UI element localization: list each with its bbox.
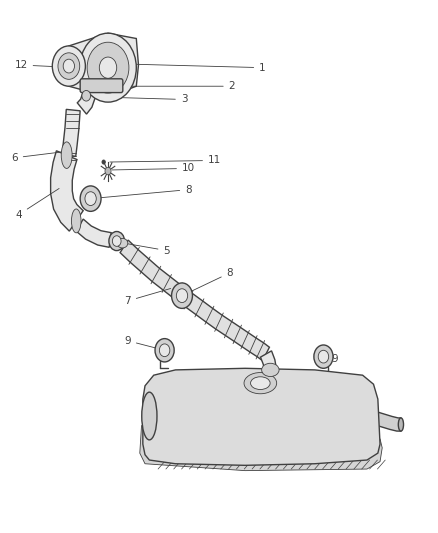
Circle shape [80, 33, 136, 102]
Ellipse shape [251, 377, 270, 390]
Text: 9: 9 [124, 336, 162, 350]
Text: 10: 10 [112, 164, 195, 173]
Polygon shape [140, 425, 382, 471]
Circle shape [102, 160, 106, 164]
Text: 8: 8 [93, 184, 192, 198]
Circle shape [85, 192, 96, 206]
Circle shape [159, 344, 170, 357]
Polygon shape [261, 351, 276, 372]
Polygon shape [120, 240, 269, 361]
Ellipse shape [261, 364, 279, 376]
Ellipse shape [244, 373, 277, 394]
Circle shape [177, 289, 187, 303]
Circle shape [314, 345, 333, 368]
Polygon shape [76, 219, 111, 247]
Text: 11: 11 [110, 156, 221, 165]
Text: 5: 5 [121, 243, 170, 256]
Text: 7: 7 [124, 288, 171, 306]
FancyBboxPatch shape [80, 79, 123, 93]
Circle shape [109, 231, 124, 251]
Polygon shape [77, 87, 97, 114]
Polygon shape [51, 151, 83, 231]
Circle shape [80, 186, 101, 212]
Circle shape [318, 350, 328, 363]
Ellipse shape [71, 209, 81, 233]
Ellipse shape [398, 418, 403, 431]
Polygon shape [62, 109, 80, 156]
Polygon shape [143, 368, 380, 465]
Circle shape [99, 57, 117, 78]
Circle shape [155, 338, 174, 362]
Circle shape [52, 46, 85, 86]
Circle shape [82, 91, 91, 101]
Ellipse shape [61, 142, 72, 168]
Circle shape [172, 283, 192, 309]
Polygon shape [69, 33, 138, 97]
Circle shape [58, 53, 80, 79]
Circle shape [87, 42, 129, 93]
Circle shape [113, 236, 121, 246]
Text: 4: 4 [15, 189, 59, 220]
Text: 3: 3 [95, 94, 187, 104]
Polygon shape [372, 411, 401, 431]
Text: 1: 1 [126, 63, 266, 72]
Text: 8: 8 [184, 268, 233, 294]
Ellipse shape [117, 238, 128, 248]
Text: 2: 2 [113, 81, 235, 91]
Circle shape [63, 59, 74, 73]
Text: 12: 12 [14, 60, 63, 70]
Ellipse shape [142, 392, 157, 440]
Circle shape [105, 167, 111, 175]
Text: 9: 9 [323, 354, 338, 364]
Text: 6: 6 [11, 151, 67, 163]
